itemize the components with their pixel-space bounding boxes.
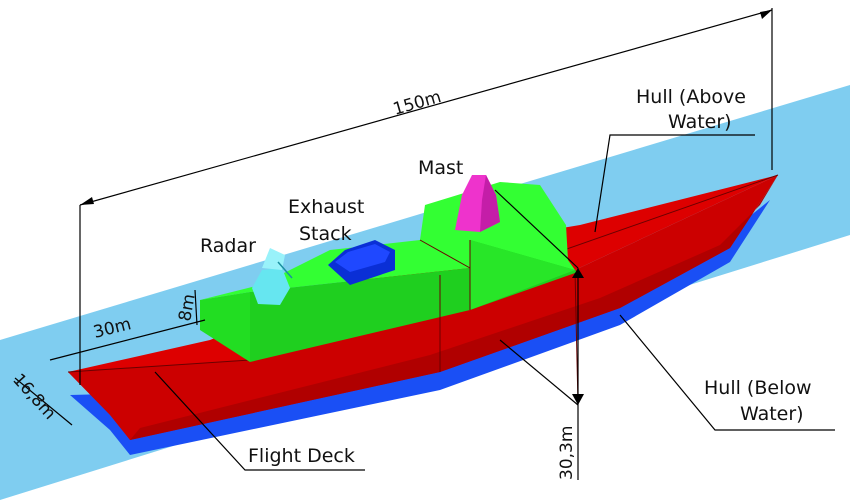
leader-lines	[154, 134, 835, 471]
label-flight-deck: Flight Deck	[248, 445, 355, 467]
radar-antenna	[277, 261, 293, 279]
dimension-arrows	[80, 10, 772, 405]
dim-height: 30,3m	[557, 426, 577, 480]
deck-edge	[67, 359, 251, 373]
label-hull-below-line1: Hull (Below	[704, 377, 812, 399]
label-radar: Radar	[200, 235, 256, 257]
radar-base	[252, 268, 290, 305]
dimension-lines	[14, 8, 773, 480]
dim-superstructure-height: 8m	[175, 292, 199, 322]
superstructure-front	[200, 292, 250, 362]
super-edge	[419, 239, 471, 269]
label-exhaust-line1: Exhaust	[288, 196, 364, 218]
label-hull-above-line1: Hull (Above	[636, 86, 746, 108]
dim-length: 150m	[391, 87, 444, 120]
label-hull-below-line2: Water)	[740, 403, 804, 425]
hull-above-water-side	[68, 175, 778, 440]
label-exhaust-line2: Stack	[299, 223, 352, 245]
mast-shade	[480, 175, 500, 232]
label-mast: Mast	[418, 157, 463, 179]
label-hull-above-line2: Water)	[668, 111, 732, 133]
superstructure-block-side	[470, 240, 575, 310]
exhaust-stack-top	[335, 244, 390, 272]
